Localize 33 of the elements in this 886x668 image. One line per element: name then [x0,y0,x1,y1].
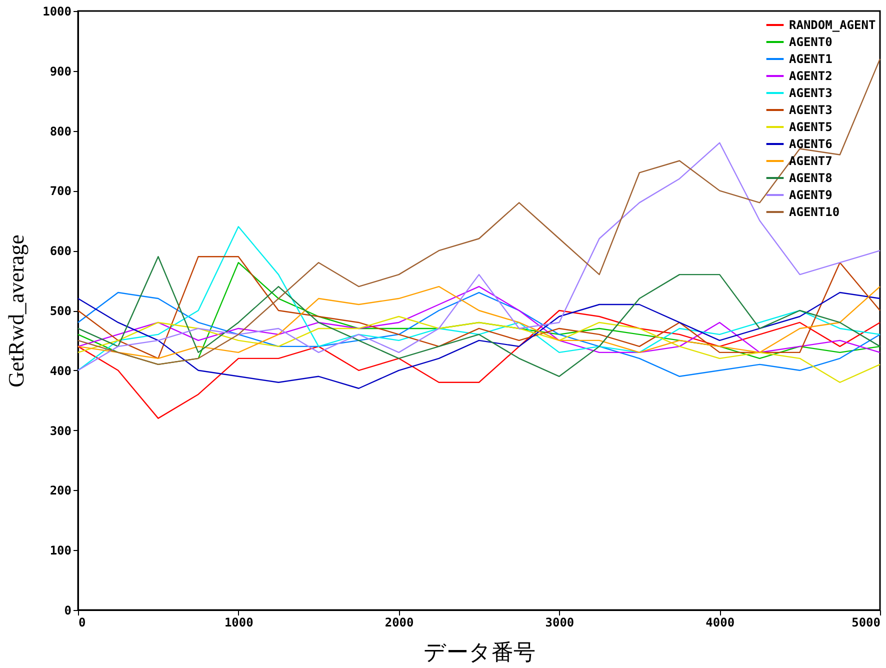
legend-label: AGENT3 [789,86,832,100]
legend-label: AGENT1 [789,52,832,66]
legend-label: AGENT10 [789,205,840,219]
legend-label: AGENT5 [789,120,832,134]
x-tick-label: 5000 [852,616,880,630]
y-tick-label: 1000 [42,4,72,18]
x-tick-label: 2000 [384,616,414,630]
y-tick-label: 300 [50,424,72,438]
x-tick-label: 0 [78,616,86,630]
line-series [77,310,881,419]
y-tick-label: 0 [64,604,72,618]
y-tick-label: 900 [50,64,72,78]
y-tick-label: 600 [50,244,72,258]
legend-label: AGENT6 [789,137,832,151]
legend-label: AGENT9 [789,188,832,202]
legend-label: AGENT2 [789,69,832,83]
y-tick-label: 500 [50,304,72,318]
x-tick-label: 3000 [545,616,574,630]
line-series [77,226,881,371]
legend-label: RANDOM_AGENT [789,18,876,32]
legend-label: AGENT0 [789,35,832,49]
y-tick-label: 800 [50,124,72,138]
y-tick-label: 100 [50,544,72,558]
legend-label: AGENT8 [789,171,832,185]
x-tick-label: 1000 [224,616,254,630]
y-tick-label: 700 [50,184,72,198]
y-axis-title: GetRwd_average [4,234,29,388]
x-tick-label: 4000 [706,616,735,630]
x-axis-title: データ番号 [424,640,536,664]
legend-label: AGENT3 [789,103,832,117]
y-tick-label: 400 [50,364,72,378]
y-tick-label: 200 [50,484,72,498]
line-series [77,316,881,383]
